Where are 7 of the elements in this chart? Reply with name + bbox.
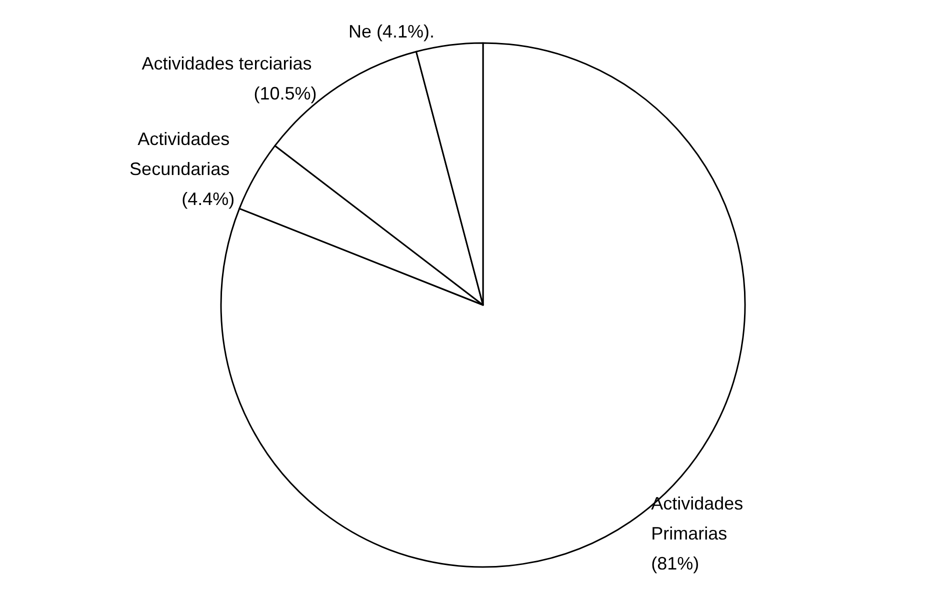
data-label: (10.5%) bbox=[254, 83, 317, 104]
slice-label: Actividades Secundarias bbox=[130, 129, 235, 180]
slice-label: Ne (4.1%). bbox=[348, 21, 435, 42]
data-label: (81%) bbox=[651, 553, 700, 574]
data-label: (4.4%) bbox=[182, 189, 235, 210]
slice-label: Actividades terciarias bbox=[142, 53, 317, 74]
slice-label: Actividades Primarias bbox=[651, 493, 748, 544]
